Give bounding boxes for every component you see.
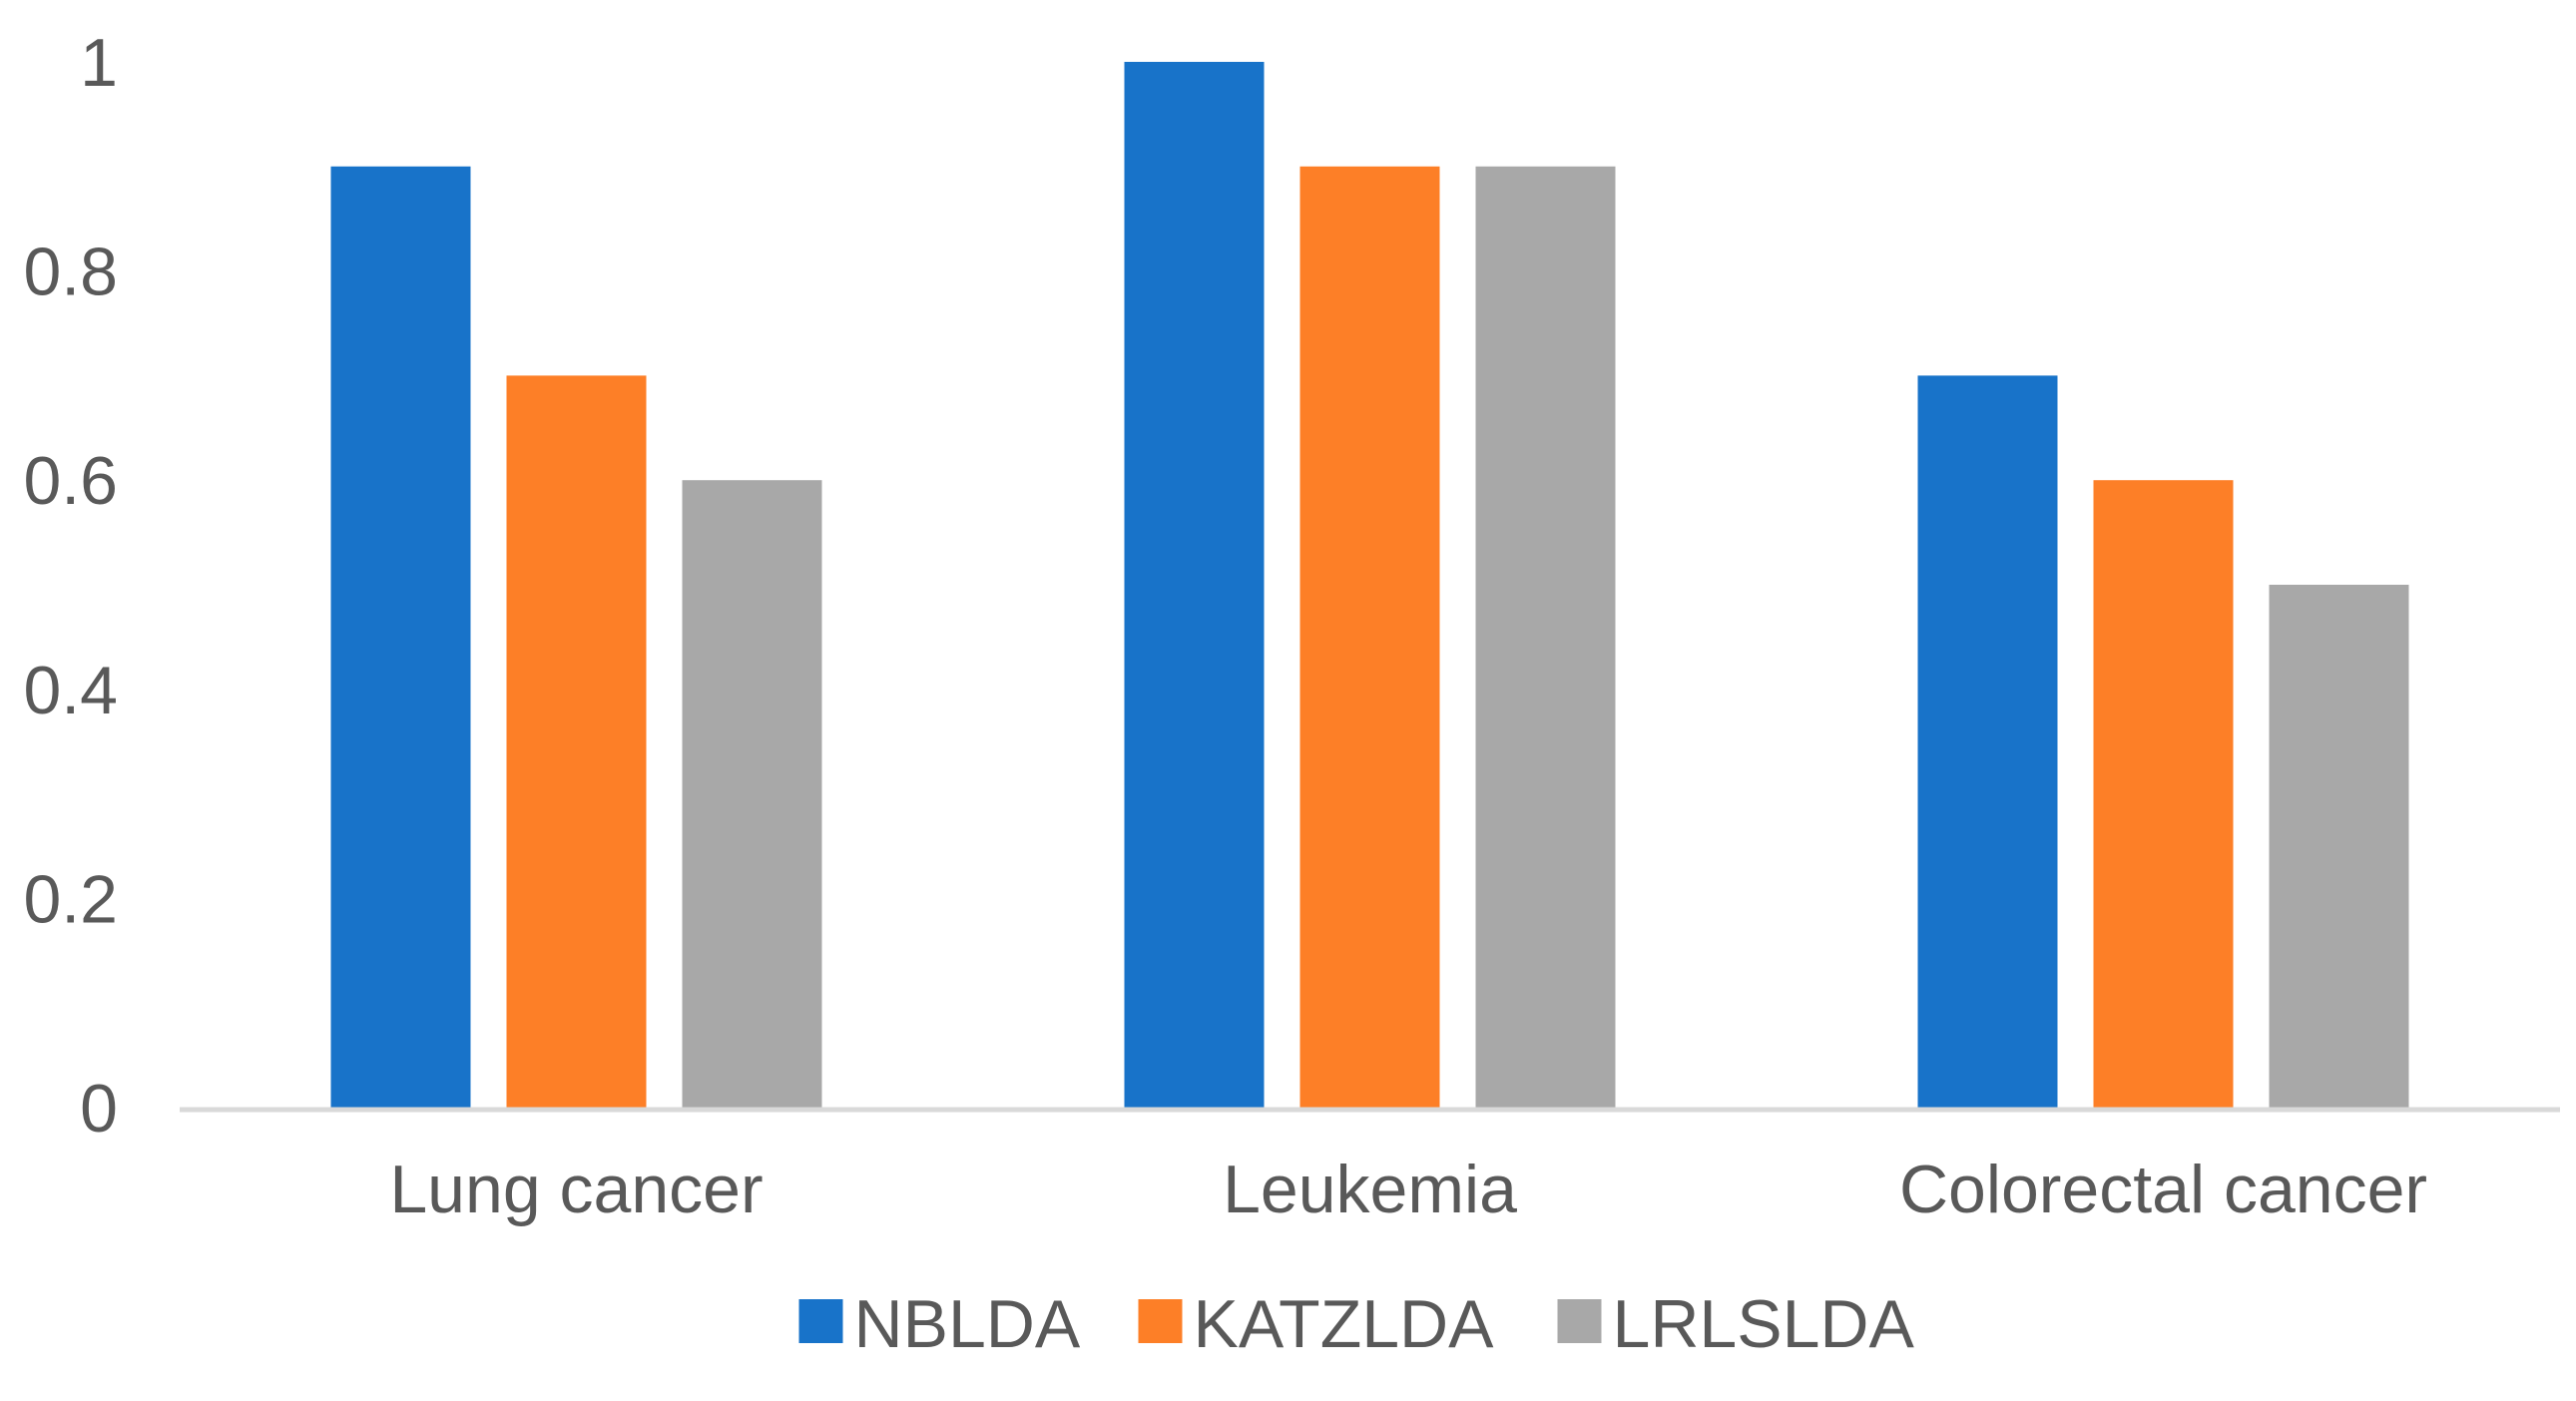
bar-katzlda-1 xyxy=(506,375,647,1108)
legend-swatch-lrlslda xyxy=(1557,1299,1602,1343)
category-labels: Lung cancer Leukemia Colorectal cancer xyxy=(389,1152,2427,1227)
bar-lrlslda-1 xyxy=(682,480,822,1108)
legend-label-katzlda: KATZLDA xyxy=(1194,1286,1495,1362)
bar-nblda-2 xyxy=(1124,62,1265,1108)
y-tick-label: 0.2 xyxy=(23,861,118,937)
bar-nblda-3 xyxy=(1917,375,2058,1108)
y-tick-label: 1 xyxy=(80,25,118,101)
bar-lrlslda-2 xyxy=(1475,166,1616,1109)
legend-label-nblda: NBLDA xyxy=(854,1286,1081,1362)
y-tick-label: 0.8 xyxy=(23,234,118,310)
bar-nblda-1 xyxy=(330,166,471,1109)
y-tick-label: 0.4 xyxy=(23,653,118,728)
bar-katzlda-2 xyxy=(1299,166,1440,1109)
y-tick-label: 0 xyxy=(80,1071,118,1147)
legend: NBLDA KATZLDA LRLSLDA xyxy=(798,1286,1915,1362)
category-label: Lung cancer xyxy=(389,1152,763,1227)
legend-swatch-katzlda xyxy=(1138,1299,1183,1343)
category-label: Leukemia xyxy=(1223,1152,1517,1227)
legend-swatch-nblda xyxy=(798,1299,843,1343)
category-label: Colorectal cancer xyxy=(1899,1152,2427,1227)
legend-label-lrlslda: LRLSLDA xyxy=(1613,1286,1915,1362)
y-tick-label: 0.6 xyxy=(23,443,118,519)
bar-katzlda-3 xyxy=(2093,480,2234,1108)
bar-lrlslda-3 xyxy=(2269,585,2409,1108)
bars xyxy=(330,62,2409,1109)
y-axis-ticks: 0 0.2 0.4 0.6 0.8 1 xyxy=(23,25,118,1147)
